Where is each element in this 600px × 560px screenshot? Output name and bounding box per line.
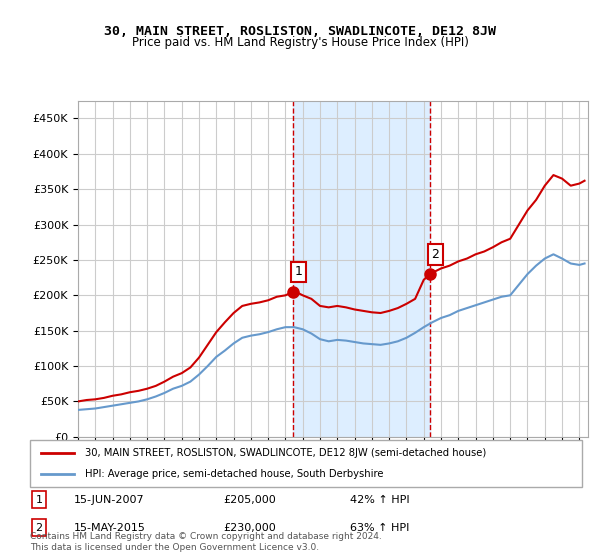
Text: 63% ↑ HPI: 63% ↑ HPI <box>350 522 410 533</box>
Text: £205,000: £205,000 <box>223 494 276 505</box>
Text: 2: 2 <box>35 522 43 533</box>
Text: 1: 1 <box>35 494 43 505</box>
Text: 15-MAY-2015: 15-MAY-2015 <box>74 522 146 533</box>
Text: HPI: Average price, semi-detached house, South Derbyshire: HPI: Average price, semi-detached house,… <box>85 469 384 479</box>
Text: 30, MAIN STREET, ROSLISTON, SWADLINCOTE, DE12 8JW: 30, MAIN STREET, ROSLISTON, SWADLINCOTE,… <box>104 25 496 38</box>
Text: 30, MAIN STREET, ROSLISTON, SWADLINCOTE, DE12 8JW (semi-detached house): 30, MAIN STREET, ROSLISTON, SWADLINCOTE,… <box>85 448 487 458</box>
Text: Contains HM Land Registry data © Crown copyright and database right 2024.
This d: Contains HM Land Registry data © Crown c… <box>30 532 382 552</box>
Text: £230,000: £230,000 <box>223 522 276 533</box>
Bar <box>293 101 430 437</box>
Text: 15-JUN-2007: 15-JUN-2007 <box>74 494 145 505</box>
Text: 1: 1 <box>295 265 302 278</box>
FancyBboxPatch shape <box>30 440 582 487</box>
Text: 42% ↑ HPI: 42% ↑ HPI <box>350 494 410 505</box>
Text: Price paid vs. HM Land Registry's House Price Index (HPI): Price paid vs. HM Land Registry's House … <box>131 36 469 49</box>
Text: 2: 2 <box>431 248 439 261</box>
